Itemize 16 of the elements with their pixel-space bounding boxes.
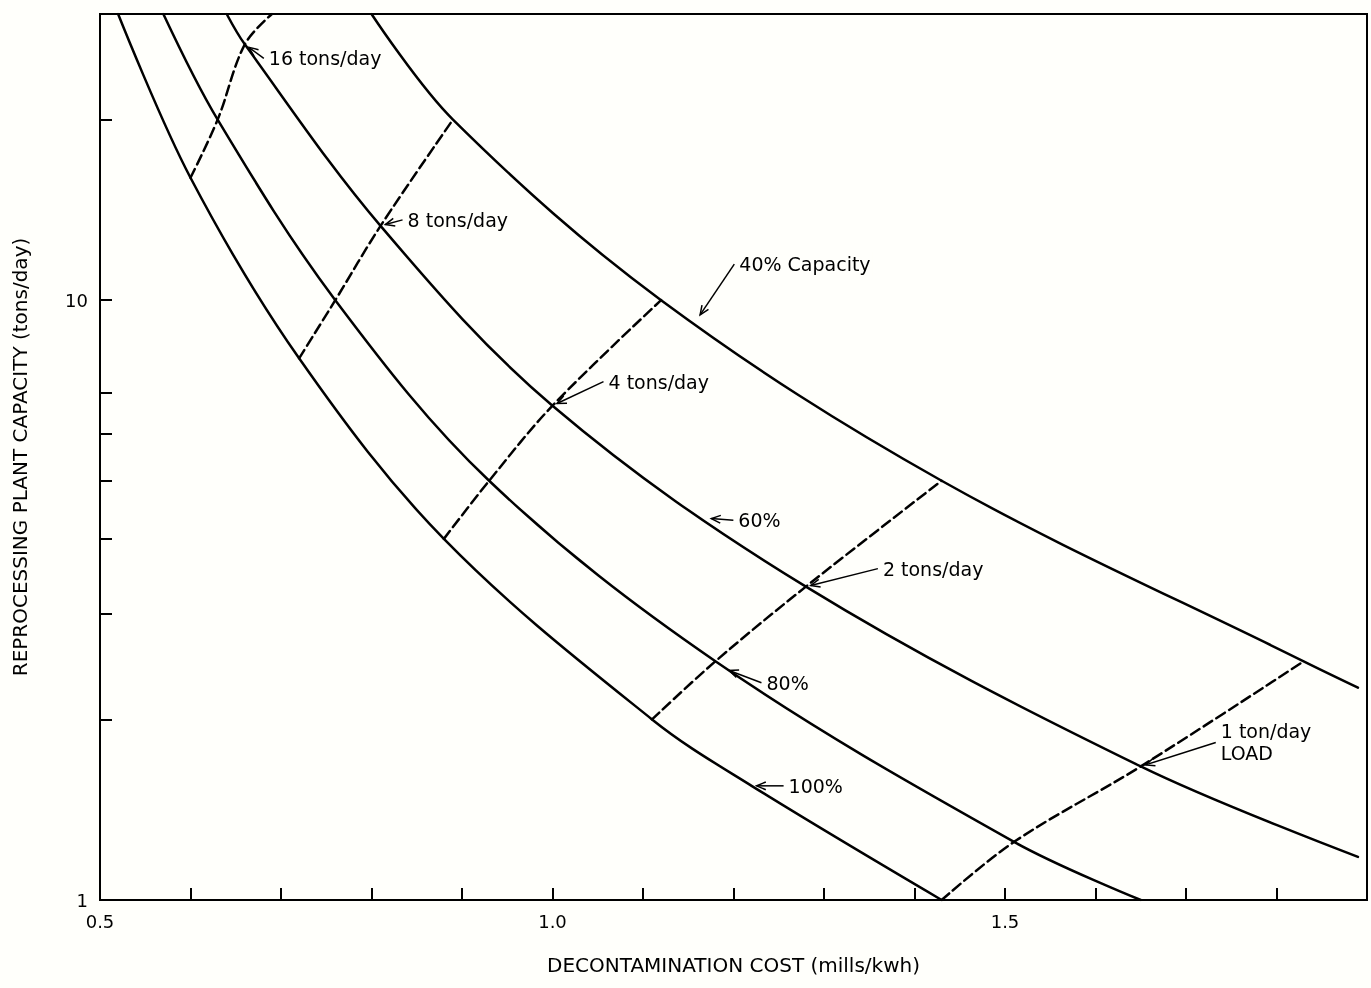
annotation: 80% (766, 671, 809, 694)
annotation: 60% (738, 509, 781, 532)
x-tick-label: 1.5 (990, 910, 1020, 932)
annotation: 4 tons/day (608, 370, 709, 393)
annotation: 2 tons/day (882, 557, 984, 580)
annotation: 1 ton/day LOAD (1220, 720, 1312, 765)
annotation: 40% Capacity (739, 253, 871, 276)
x-tick-label: 0.5 (85, 910, 115, 932)
annotation: 100% (788, 774, 843, 797)
y-axis-title: REPROCESSING PLANT CAPACITY (tons/day) (8, 237, 32, 677)
annotation: 16 tons/day (268, 47, 382, 70)
annotation: 8 tons/day (407, 208, 509, 231)
y-tick-label: 1 (76, 889, 88, 911)
y-tick-label: 10 (65, 289, 88, 311)
x-tick-label: 1.0 (538, 910, 567, 932)
x-axis-title: DECONTAMINATION COST (mills/kwh) (547, 953, 920, 977)
